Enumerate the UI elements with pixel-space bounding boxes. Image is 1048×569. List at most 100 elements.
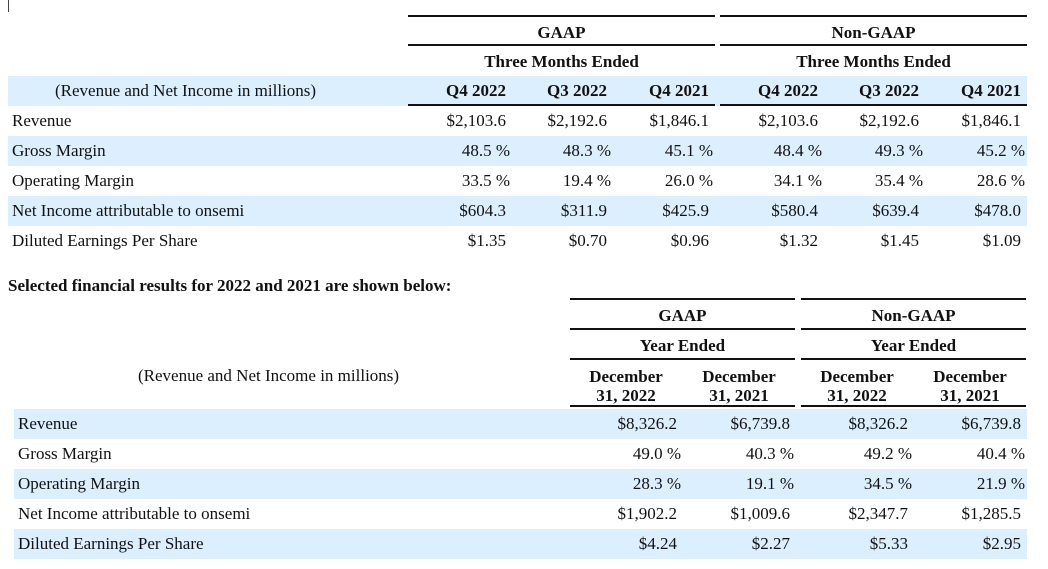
table-cell: $0.70 (568, 231, 607, 250)
column-header: December 31, 2022 (807, 367, 907, 405)
row-label: Net Income attributable to onsemi (12, 201, 245, 220)
table-cell: 33.5 % (461, 171, 510, 190)
gaap-top-rule (408, 15, 715, 17)
non-gaap-top-rule (720, 15, 1027, 17)
non-gaap-period-rule (801, 358, 1026, 360)
table-cell: $6,739.8 (961, 414, 1022, 433)
column-header: Q4 2022 (446, 81, 506, 100)
table-cell: $311.9 (560, 201, 607, 220)
table-cell: $2,192.6 (547, 111, 608, 130)
table-cell: $6,739.8 (730, 414, 791, 433)
table-cell: $2.95 (982, 534, 1021, 553)
table-cell: $425.9 (662, 201, 709, 220)
unit-caption: (Revenue and Net Income in millions) (138, 366, 400, 385)
table-cell: 45.1 % (664, 141, 713, 160)
table-cell: 40.3 % (745, 444, 794, 463)
row-label: Diluted Earnings Per Share (12, 231, 198, 250)
table-cell: $8,326.2 (848, 414, 909, 433)
table-cell: 45.2 % (976, 141, 1025, 160)
table-cell: 26.0 % (664, 171, 713, 190)
table-cell: 49.3 % (874, 141, 923, 160)
table-cell: 28.3 % (632, 474, 681, 493)
edge-tick (8, 0, 9, 12)
column-header: Q4 2022 (758, 81, 818, 100)
column-header-line: 31, 2022 (596, 386, 656, 405)
table-cell: 34.5 % (863, 474, 912, 493)
column-header-line: 31, 2021 (709, 386, 769, 405)
row-label: Operating Margin (18, 474, 140, 493)
gaap-group-header: GAAP (658, 306, 707, 325)
table-cell: $1.35 (467, 231, 506, 250)
gaap-top-rule (570, 298, 795, 300)
table-cell: $1,902.2 (617, 504, 678, 523)
gaap-mid-rule (570, 328, 795, 330)
table-cell: 19.1 % (745, 474, 794, 493)
column-header: Q4 2021 (961, 81, 1021, 100)
table-cell: $4.24 (638, 534, 677, 553)
table-cell: $1.45 (880, 231, 919, 250)
row-band (8, 136, 1027, 166)
table-cell: $2,103.6 (758, 111, 819, 130)
non-gaap-mid-rule (801, 328, 1026, 330)
section-title: Selected financial results for 2022 and … (8, 276, 452, 295)
table-cell: $2,103.6 (446, 111, 507, 130)
table-cell: $0.96 (670, 231, 709, 250)
table-cell: $1,009.6 (730, 504, 791, 523)
table-cell: 34.1 % (773, 171, 822, 190)
table-cell: $639.4 (872, 201, 919, 220)
table-cell: 49.0 % (632, 444, 681, 463)
table-cell: $2,347.7 (848, 504, 909, 523)
table-cell: $580.4 (771, 201, 818, 220)
column-header-line: December (933, 367, 1007, 386)
table-cell: $1.32 (779, 231, 818, 250)
non-gaap-header-bottom-rule (720, 104, 1027, 106)
column-header: December 31, 2021 (689, 367, 789, 405)
table-cell: 49.2 % (863, 444, 912, 463)
column-header: Q3 2022 (859, 81, 919, 100)
column-header-line: December (589, 367, 663, 386)
non-gaap-header-bottom-rule (801, 405, 1026, 407)
non-gaap-group-header: Non-GAAP (831, 23, 916, 42)
row-label: Diluted Earnings Per Share (18, 534, 204, 553)
table-cell: 21.9 % (976, 474, 1025, 493)
table-cell: $1,285.5 (961, 504, 1022, 523)
header-band (8, 76, 1027, 106)
gaap-period-rule (570, 358, 795, 360)
row-band (14, 529, 1027, 559)
gaap-header-bottom-rule (570, 405, 795, 407)
table-cell: $2,192.6 (859, 111, 920, 130)
gaap-group-header: GAAP (537, 23, 586, 42)
column-header-line: 31, 2022 (827, 386, 887, 405)
non-gaap-period-header: Year Ended (870, 336, 957, 355)
row-band (14, 469, 1027, 499)
column-header: Q3 2022 (547, 81, 607, 100)
table-cell: $478.0 (974, 201, 1021, 220)
gaap-period-header: Three Months Ended (484, 52, 639, 71)
table-cell: $1.09 (982, 231, 1021, 250)
non-gaap-top-rule (801, 298, 1026, 300)
row-label: Net Income attributable to onsemi (18, 504, 251, 523)
row-band (8, 196, 1027, 226)
table-cell: $1,846.1 (961, 111, 1022, 130)
table-cell: 19.4 % (562, 171, 611, 190)
column-header: Q4 2021 (649, 81, 709, 100)
table-cell: 40.4 % (976, 444, 1025, 463)
unit-caption: (Revenue and Net Income in millions) (55, 81, 317, 100)
non-gaap-group-header: Non-GAAP (871, 306, 956, 325)
table-cell: $5.33 (869, 534, 908, 553)
row-label: Revenue (18, 414, 78, 433)
table-cell: 28.6 % (976, 171, 1025, 190)
row-label: Gross Margin (18, 444, 112, 463)
column-header: December 31, 2022 (576, 367, 676, 405)
gaap-period-header: Year Ended (639, 336, 726, 355)
table-cell: 48.3 % (562, 141, 611, 160)
row-label: Gross Margin (12, 141, 106, 160)
gaap-mid-rule (408, 44, 715, 46)
column-header-line: 31, 2021 (940, 386, 1000, 405)
gaap-header-bottom-rule (408, 104, 715, 106)
non-gaap-mid-rule (720, 44, 1027, 46)
table-cell: 48.4 % (773, 141, 822, 160)
column-header-line: December (702, 367, 776, 386)
row-label: Operating Margin (12, 171, 134, 190)
table-cell: 48.5 % (461, 141, 510, 160)
